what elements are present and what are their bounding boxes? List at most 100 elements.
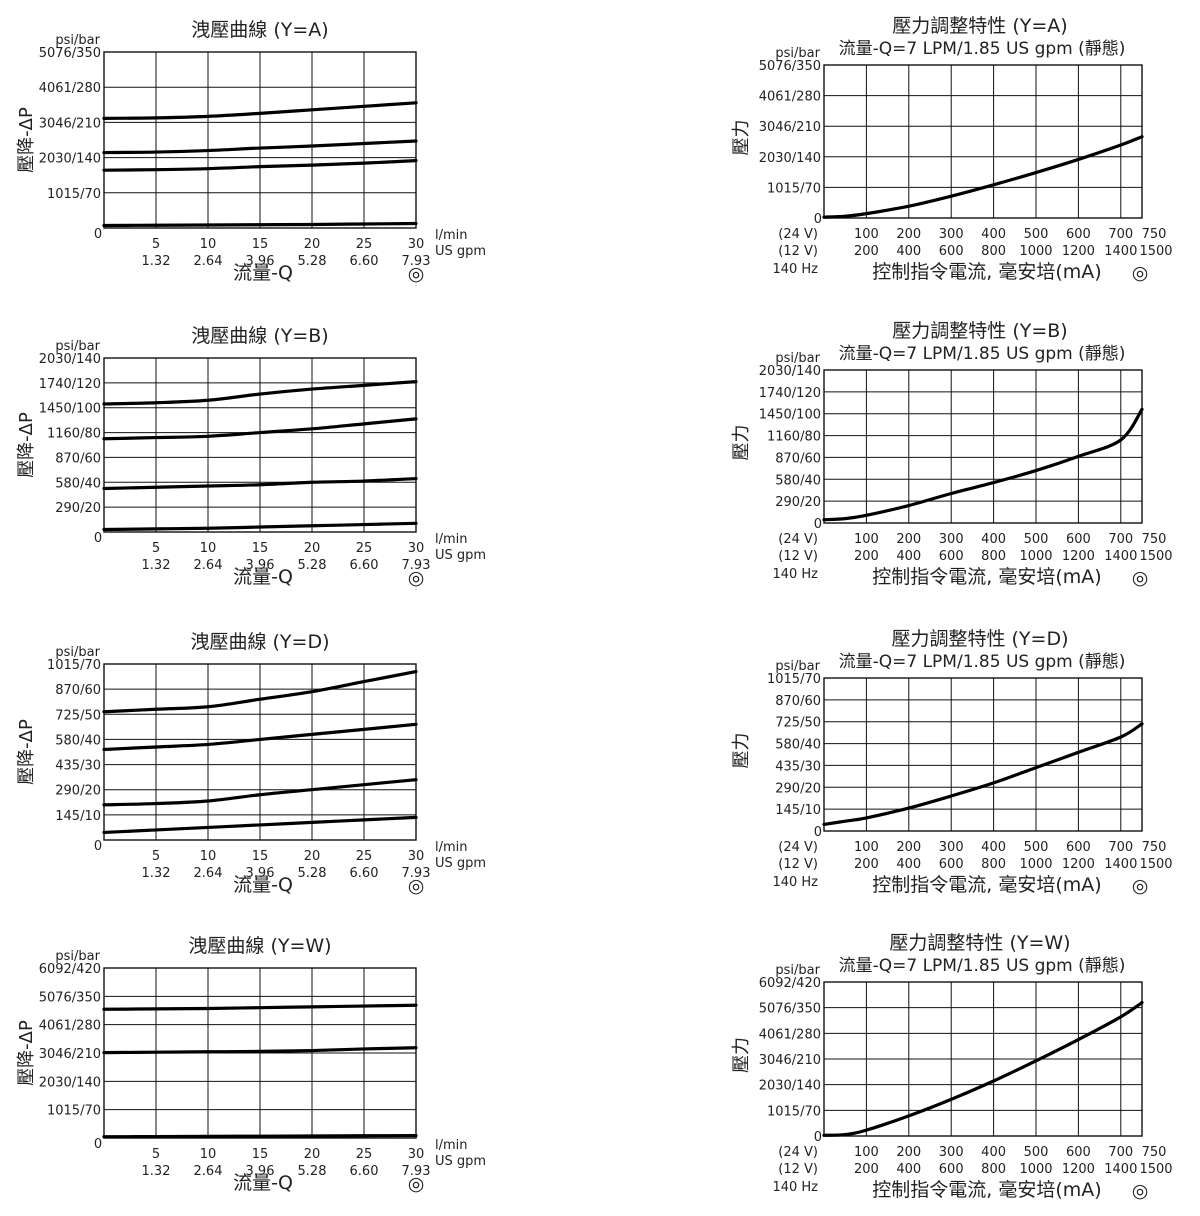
x-row-label: (24 V) (778, 1145, 818, 1160)
x-tick-label: 500 (1024, 840, 1049, 855)
chart-subtitle: 流量-Q=7 LPM/1.85 US gpm (靜態) (839, 652, 1126, 672)
chart-title: 壓力調整特性 (Y=D) (891, 628, 1068, 650)
y-axis-label: 壓力 (731, 733, 752, 769)
x-tick-label: 200 (896, 532, 921, 547)
symbol-icon: ◎ (1132, 875, 1149, 897)
x-tick-label: 20 (304, 237, 321, 252)
y-axis-label: 壓降-ΔP (16, 412, 37, 478)
origin-label: 0 (94, 1137, 102, 1152)
x-unit-gpm: US gpm (435, 548, 486, 563)
y-tick-label: 5076/350 (759, 1002, 821, 1017)
x-tick-label-secondary: 1.32 (142, 1164, 171, 1179)
x-tick-label: 5 (152, 849, 160, 864)
y-unit-label: psi/bar (775, 351, 820, 366)
y-tick-label: 435/30 (55, 759, 101, 774)
chart-title: 壓力調整特性 (Y=W) (889, 932, 1070, 954)
x-tick-label: 15 (252, 541, 269, 556)
x-tick-label: 700 (1108, 532, 1133, 547)
x-tick-label-secondary: 2.64 (194, 254, 223, 269)
series-line-curve-3 (102, 722, 418, 752)
relief-chart-6: 1015/70 2030/140 3046/210 4061/280 5076/350 6… (16, 935, 486, 1195)
x-unit-lmin: l/min (435, 532, 468, 547)
chart-title: 洩壓曲線 (Y=D) (190, 631, 329, 653)
series-line-curve-1 (102, 221, 418, 228)
x-unit-gpm: US gpm (435, 856, 486, 871)
x-tick-label: 300 (939, 1145, 964, 1160)
x-tick-label: 600 (1066, 532, 1091, 547)
x-tick-label-secondary: 3.96 (246, 254, 275, 269)
y-tick-label: 2030/140 (39, 352, 101, 367)
series-line-curve-2 (102, 476, 418, 491)
y-axis-label: 壓降-ΔP (16, 719, 37, 785)
y-tick-label: 870/60 (55, 451, 101, 466)
x-tick-label-secondary: 7.93 (402, 254, 431, 269)
x-tick-label: 700 (1108, 227, 1133, 242)
x-axis-label: 流量-Q (233, 262, 293, 284)
x-tick-label: 200 (896, 1145, 921, 1160)
x-axis-label: 流量-Q (233, 1172, 293, 1194)
x-tick-label-secondary: 800 (981, 857, 1006, 872)
x-axis-label: 流量-Q (233, 874, 293, 896)
x-tick-label-secondary: 400 (896, 549, 921, 564)
symbol-icon: ◎ (408, 263, 425, 285)
x-tick-label-secondary: 800 (981, 1162, 1006, 1177)
x-tick-label: 600 (1066, 840, 1091, 855)
x-tick-label: 400 (981, 532, 1006, 547)
x-tick-label-secondary: 400 (896, 857, 921, 872)
x-tick-label: 15 (252, 1147, 269, 1162)
y-tick-label: 4061/280 (759, 90, 821, 105)
x-tick-label-secondary: 1400 (1104, 244, 1137, 259)
x-tick-label-secondary: 600 (939, 244, 964, 259)
x-tick-label: 500 (1024, 532, 1049, 547)
x-tick-label: 30 (408, 541, 425, 556)
symbol-icon: ◎ (1132, 1180, 1149, 1202)
y-tick-label: 6092/420 (39, 962, 101, 977)
chart-subtitle: 流量-Q=7 LPM/1.85 US gpm (靜態) (839, 956, 1126, 976)
y-tick-label: 1015/70 (47, 187, 101, 202)
chart-title: 壓力調整特性 (Y=A) (892, 15, 1067, 37)
y-tick-label: 1160/80 (47, 427, 101, 442)
x-tick-label-secondary: 200 (854, 549, 879, 564)
plot-frame (823, 369, 1143, 524)
origin-label: 0 (814, 1130, 822, 1145)
x-row-label: 140 Hz (772, 1180, 818, 1195)
x-tick-label: 10 (200, 237, 217, 252)
x-unit-lmin: l/min (435, 840, 468, 855)
y-axis-label: 壓力 (731, 1037, 752, 1073)
series-line-curve-1 (102, 1133, 418, 1139)
x-tick-label: 400 (981, 1145, 1006, 1160)
y-tick-label: 290/20 (55, 784, 101, 799)
x-tick-label-secondary: 200 (854, 1162, 879, 1177)
y-tick-label: 870/60 (775, 451, 821, 466)
x-unit-gpm: US gpm (435, 244, 486, 259)
x-tick-label: 10 (200, 849, 217, 864)
x-tick-label-secondary: 800 (981, 244, 1006, 259)
y-tick-label: 1015/70 (767, 672, 821, 687)
x-row-label: (24 V) (778, 532, 818, 547)
x-row-label: (12 V) (778, 1162, 818, 1177)
y-tick-label: 4061/280 (39, 81, 101, 96)
origin-label: 0 (94, 227, 102, 242)
y-tick-label: 6092/420 (759, 976, 821, 991)
x-tick-label-secondary: 400 (896, 1162, 921, 1177)
chart-title: 洩壓曲線 (Y=W) (188, 935, 331, 957)
pressure-chart-1: 1015/70 2030/140 3046/210 4061/280 5076/350 0… (731, 15, 1173, 284)
x-tick-label: 400 (981, 227, 1006, 242)
x-tick-label-secondary: 200 (854, 244, 879, 259)
series-line-curve-3 (102, 1003, 418, 1011)
x-tick-label-secondary: 200 (854, 857, 879, 872)
series-line-curve-4 (102, 380, 418, 406)
x-tick-label: 25 (356, 541, 373, 556)
x-axis-label: 控制指令電流, 毫安培(mA) (872, 566, 1101, 588)
pressure-chart-3: 290/20 580/40 870/60 1160/80 1450/100 1740/12… (731, 320, 1173, 589)
x-tick-label: 20 (304, 1147, 321, 1162)
x-tick-label-secondary: 1500 (1139, 244, 1172, 259)
y-tick-label: 1015/70 (767, 181, 821, 196)
x-tick-label-secondary: 7.93 (402, 558, 431, 573)
x-tick-label-secondary: 1.32 (142, 866, 171, 881)
x-tick-label: 5 (152, 1147, 160, 1162)
x-tick-label-secondary: 6.60 (350, 254, 379, 269)
y-tick-label: 870/60 (55, 683, 101, 698)
y-tick-label: 290/20 (775, 495, 821, 510)
y-unit-label: psi/bar (55, 645, 100, 660)
